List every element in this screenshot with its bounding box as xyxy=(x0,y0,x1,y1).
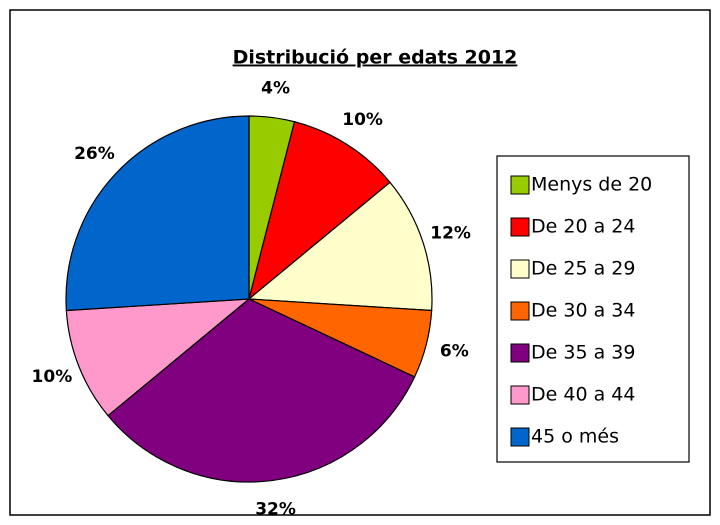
data-label: 6% xyxy=(440,342,469,362)
legend-label: De 30 a 34 xyxy=(531,300,635,322)
legend-label: De 20 a 24 xyxy=(531,216,635,238)
legend-swatch xyxy=(510,343,530,363)
data-label: 4% xyxy=(261,79,290,99)
legend-swatch xyxy=(510,217,530,237)
legend-swatch xyxy=(510,385,530,405)
data-label: 26% xyxy=(74,144,115,164)
legend-label: De 40 a 44 xyxy=(531,384,635,406)
legend-label: 45 o més xyxy=(531,426,619,448)
data-label: 12% xyxy=(430,223,471,243)
data-label: 10% xyxy=(342,110,383,130)
pie-slice xyxy=(247,121,391,301)
pie-slice xyxy=(65,298,251,417)
pie-slice xyxy=(247,181,433,312)
legend-swatch xyxy=(510,259,530,279)
legend-label: De 35 a 39 xyxy=(531,342,635,364)
legend-swatch xyxy=(510,175,530,195)
chart-title: Distribució per edats 2012 xyxy=(233,47,518,69)
pie-slice xyxy=(107,298,416,483)
legend-swatch xyxy=(510,427,530,447)
data-label: 32% xyxy=(255,499,296,519)
pie-slice xyxy=(65,115,250,312)
legend-label: De 25 a 29 xyxy=(531,258,635,280)
legend-swatch xyxy=(510,301,530,321)
legend-label: Menys de 20 xyxy=(531,174,652,196)
data-label: 10% xyxy=(32,367,73,387)
